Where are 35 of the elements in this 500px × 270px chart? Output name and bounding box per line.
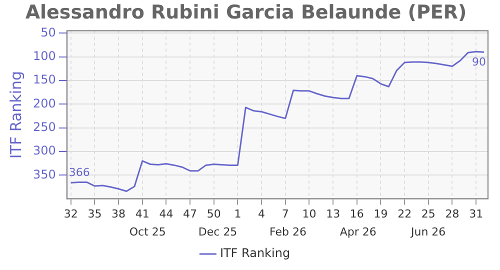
text: Dec 25 <box>198 225 238 238</box>
x-tick-label: 32 <box>64 207 78 220</box>
text: Apr 26 <box>340 225 376 238</box>
y-tick-label: 50 <box>40 25 56 40</box>
y-tick-label: 350 <box>33 167 56 182</box>
x-tick-label: 19 <box>374 207 388 220</box>
y-tick-label: 250 <box>33 120 56 134</box>
y-tick-label: 200 <box>33 96 56 110</box>
x-tick-label: 10 <box>302 207 316 220</box>
x-tick-label: 41 <box>135 207 150 220</box>
x-tick-label: 47 <box>183 207 198 220</box>
chart-title: Alessandro Rubini Garcia Belaunde (PER) <box>25 1 467 24</box>
y-tick-label: 100 <box>33 48 56 63</box>
x-tick-label: 28 <box>445 207 460 220</box>
data-label: 366 <box>68 166 90 180</box>
y-axis-title: ITF Ranking <box>6 70 25 159</box>
x-tick-label: 44 <box>159 207 174 220</box>
text: Feb 26 <box>269 225 306 238</box>
x-tick-label: 35 <box>88 207 102 220</box>
x-tick-label: 4 <box>258 207 266 220</box>
x-tick-label: 50 <box>206 207 221 220</box>
y-tick-label: 300 <box>33 144 56 158</box>
x-tick-label: 25 <box>421 207 436 220</box>
x-tick-label: 31 <box>469 207 484 220</box>
x-tick-label: 22 <box>398 207 412 220</box>
text: Oct 25 <box>129 225 166 238</box>
text: Jun 26 <box>410 225 446 238</box>
x-tick-label: 38 <box>112 207 126 220</box>
x-tick-label: 1 <box>234 207 242 220</box>
y-tick-label: 150 <box>33 72 56 87</box>
x-tick-label: 13 <box>326 207 340 220</box>
x-tick-label: 16 <box>350 207 364 220</box>
x-tick-label: 7 <box>282 207 289 220</box>
data-label: 90 <box>472 55 486 68</box>
legend-label: ITF Ranking <box>220 246 290 260</box>
